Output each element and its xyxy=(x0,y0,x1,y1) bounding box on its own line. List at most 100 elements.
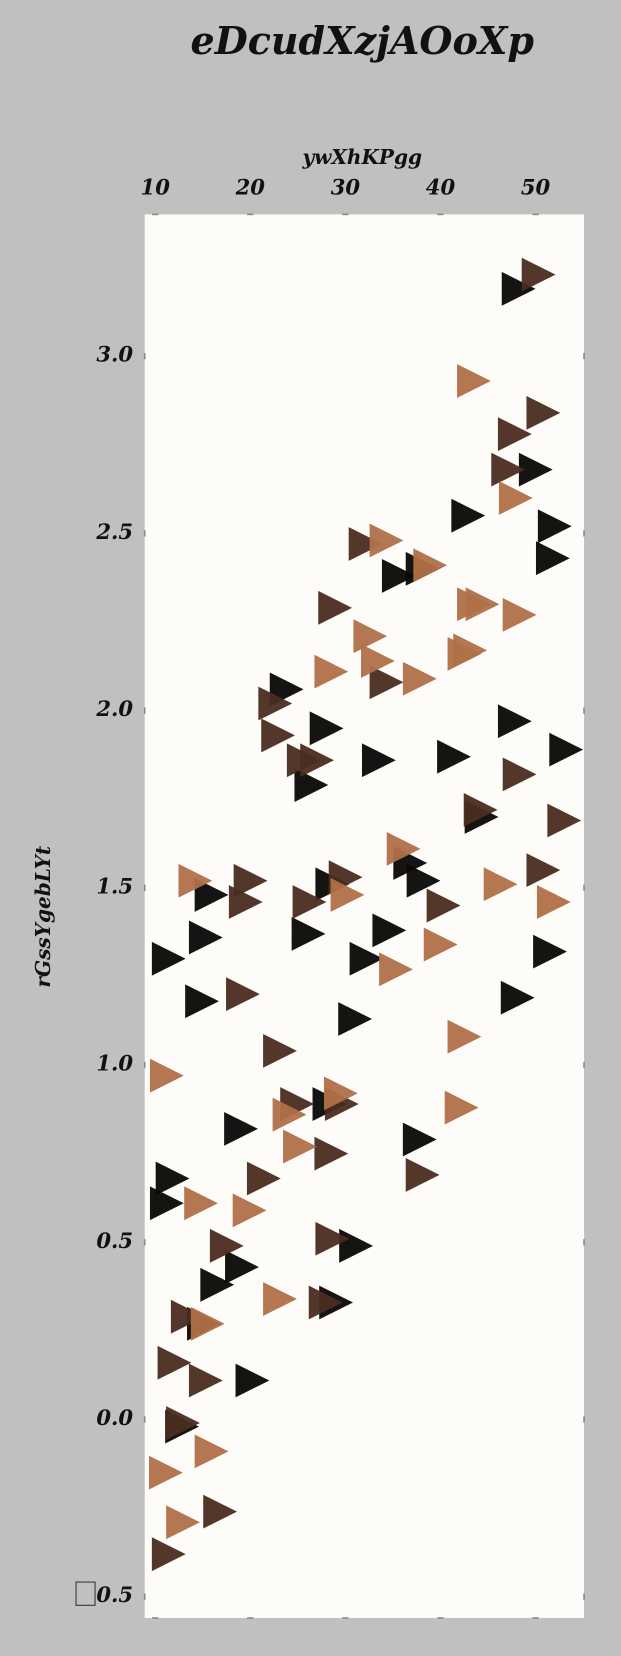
y-tick-label: 2.5 xyxy=(95,519,133,544)
scatter-point xyxy=(233,863,268,898)
scatter-point xyxy=(465,587,500,622)
scatter-point xyxy=(200,1267,235,1302)
scatter-point xyxy=(246,1161,281,1196)
scatter-point xyxy=(361,644,395,678)
scatter-point xyxy=(315,1221,350,1256)
scatter-point xyxy=(402,1122,437,1157)
scatter-point xyxy=(300,743,334,778)
scatter-point xyxy=(228,885,263,919)
y-tick-label: 0.0 xyxy=(96,1405,133,1430)
scatter-point xyxy=(497,704,532,739)
chart-title: eDcudXzjAOoXp xyxy=(191,18,535,63)
scatter-point xyxy=(369,523,404,558)
scatter-point xyxy=(318,590,353,625)
y-axis-label: rGssYgebLYt xyxy=(31,845,55,987)
scatter-point xyxy=(502,757,537,792)
scatter-point xyxy=(258,686,293,721)
y-tick-label: 3.0 xyxy=(96,342,133,367)
y-tick-label: 0.5 xyxy=(96,1228,133,1253)
scatter-point xyxy=(549,732,584,767)
scatter-point xyxy=(423,927,458,962)
x-axis-label: ywXhKPgg xyxy=(301,145,422,169)
x-tick-label: 30 xyxy=(331,175,361,200)
scatter-point xyxy=(381,559,416,593)
x-tick-label: 50 xyxy=(521,175,551,200)
scatter-point xyxy=(149,1455,183,1490)
scatter-point xyxy=(426,888,461,923)
scatter-point xyxy=(369,665,404,700)
y-tick-label: 2.0 xyxy=(95,696,133,721)
missing-glyph-box xyxy=(75,1581,96,1606)
scatter-point xyxy=(225,1250,259,1284)
scatter-point xyxy=(292,885,327,919)
scatter-point xyxy=(149,1186,184,1221)
scatter-point xyxy=(235,1363,270,1398)
y-tick-label: 1.5 xyxy=(96,873,133,898)
scatter-point xyxy=(500,980,535,1015)
scatter-point xyxy=(535,541,570,576)
y-tick-label: 1.0 xyxy=(96,1051,133,1076)
scatter-point xyxy=(190,1306,225,1341)
scatter-point xyxy=(453,633,488,668)
scatter-point xyxy=(226,977,260,1012)
scatter-point xyxy=(188,920,223,955)
scatter-point xyxy=(314,654,349,689)
scatter-point xyxy=(501,271,536,306)
scatter-point xyxy=(526,853,561,888)
scatter-point xyxy=(203,1494,238,1529)
scatter-point xyxy=(483,867,518,902)
scatter-point xyxy=(536,885,571,919)
scatter-point xyxy=(339,1228,373,1263)
scatter-point xyxy=(291,917,326,951)
scatter-point xyxy=(348,527,383,561)
scatter-point xyxy=(413,548,448,583)
scatter-point xyxy=(194,878,229,912)
scatter-point xyxy=(463,792,498,827)
x-tick-label: 10 xyxy=(141,175,171,200)
scatter-point xyxy=(402,661,437,696)
scatter-point xyxy=(155,1161,190,1196)
scatter-point xyxy=(151,1537,186,1572)
scatter-point xyxy=(518,452,553,487)
x-tick-label: 20 xyxy=(235,175,266,200)
scatter-point xyxy=(547,803,582,838)
scatter-point xyxy=(294,768,329,802)
scatter-point xyxy=(533,934,567,969)
scatter-point xyxy=(372,913,407,948)
scatter-point xyxy=(166,1406,200,1440)
scatter-point xyxy=(379,952,413,987)
scatter-point xyxy=(261,718,295,753)
scatter-point xyxy=(184,1186,218,1221)
scatter-point xyxy=(437,739,471,774)
scatter-point xyxy=(166,1505,200,1540)
scatter-point xyxy=(263,1282,297,1316)
scatter-point xyxy=(498,481,533,515)
scatter-point xyxy=(272,1097,307,1132)
scatter-point xyxy=(224,1111,258,1146)
scatter-point xyxy=(308,1285,343,1320)
scatter-point xyxy=(338,1002,373,1036)
scatter-point xyxy=(323,1076,358,1111)
x-tick-label: 40 xyxy=(426,175,456,200)
scatter-point xyxy=(349,941,384,976)
scatter-point xyxy=(521,257,556,292)
plot-area xyxy=(144,214,585,1618)
scatter-point xyxy=(361,743,396,778)
scatter-point xyxy=(405,1158,440,1192)
scatter-point xyxy=(178,863,213,898)
scatter-point xyxy=(188,1363,223,1398)
scatter-point xyxy=(209,1228,244,1263)
scatter-point xyxy=(151,941,186,976)
scatter-point xyxy=(444,1090,479,1125)
scatter-point xyxy=(406,863,441,898)
scatter-point xyxy=(157,1345,192,1380)
scatter-point xyxy=(502,598,537,632)
scatter-point xyxy=(457,364,491,398)
scatter-point xyxy=(263,1033,297,1068)
scatter-point xyxy=(526,395,561,430)
scatter-point xyxy=(283,1129,317,1164)
scatter-point xyxy=(194,1434,229,1469)
y-tick-label: 0.5 xyxy=(96,1582,133,1607)
scatter-point xyxy=(149,1058,184,1093)
